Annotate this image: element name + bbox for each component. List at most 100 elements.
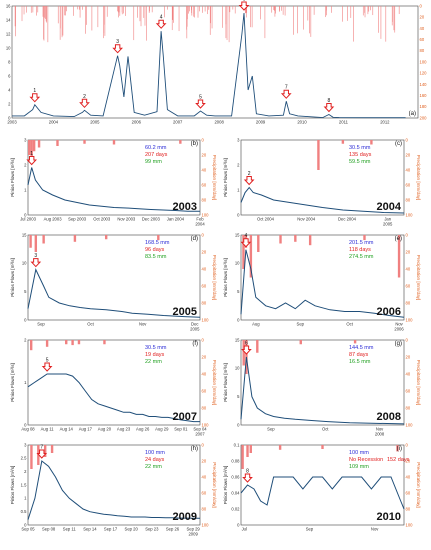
x-tick-label: Aug 2003 [44,217,63,222]
flow-series [27,460,200,520]
event-arrow [195,99,206,109]
precip-bar [342,6,343,22]
y-tick-label: 1 [24,380,27,385]
x-tick-label: Aug 20 [98,427,112,432]
event-label: 6 [245,341,248,347]
stat-precip: 59.5 mm [349,159,371,165]
y2-tick-label: 100 [202,317,210,322]
x-tick-label: Sep 23 [145,527,159,532]
y2-tick-label: 100 [202,522,210,527]
y2-tick-label: 60 [202,490,207,495]
precip-bar [36,6,37,16]
precip-bar [391,6,393,26]
precip-bar [204,6,206,12]
x-tick-label: Nov [376,427,384,432]
x-tick-label: 2007 [173,120,183,125]
y2-tick-label: 40 [202,266,207,271]
precip-bar [275,6,276,14]
stat-precip: 16.5 mm [349,359,371,365]
precip-bar [278,445,282,450]
event-arrow [242,473,253,483]
precip-bar [46,6,47,23]
precip-bar [25,6,27,13]
precip-bar [251,6,253,28]
y2-tick-label: 0 [406,337,409,342]
precip-bar [347,6,348,21]
y2-tick-label: 80 [202,405,207,410]
precip-bar [157,235,160,241]
precip-bar [34,235,38,252]
panel-frame [240,139,405,216]
x-tick-label: Sep 2003 [68,217,87,222]
event-label: 1 [33,88,36,94]
flow-series [240,356,405,425]
precip-bar [43,6,45,41]
precip-bar [385,6,387,42]
precip-bar [396,445,399,452]
precip-bar [178,6,180,32]
precip-bar [82,6,83,10]
precip-bar [249,235,253,278]
precip-bar [393,6,395,31]
y-tick-label: 15 [235,232,240,237]
y2-tick-label: 60 [406,490,411,495]
x-tick-label: Sep [267,427,275,432]
x-tick-label: Oct [322,427,329,432]
precip-bar [123,6,124,14]
year-label: 2003 [173,201,197,213]
y2-tick-label: 100 [406,212,414,217]
precip-bar [246,445,249,457]
precip-bar [118,6,119,18]
precip-bar [279,6,280,12]
precip-bar [32,6,34,13]
precip-bar [188,6,189,14]
precip-bar [45,6,47,22]
x-tick-year: 2006 [394,327,404,332]
precip-bar [210,6,211,24]
precip-bar [44,445,47,457]
y2-tick-label: 40 [420,26,425,31]
precip-bar [29,340,33,351]
precip-bar [341,140,345,144]
precip-bar [62,6,64,36]
x-tick-label: 2004 [49,120,59,125]
y2-axis-label: Precipitation [mm/day] [416,255,421,300]
y-tick-label: 0 [24,422,27,427]
stat-duration: 19 days [145,352,165,358]
precip-bar [297,6,298,34]
precip-bar [321,445,324,449]
event-label: 8 [246,469,249,475]
precip-bar [119,6,121,16]
y-tick-label: 2 [24,162,27,167]
stat-volume: 201.5 mm [349,240,374,246]
y-tick-label: 2 [24,337,27,342]
event-arrow [238,1,250,11]
panel-c: 0 1 2 3 0 20 40 60 80 100 Oct 2004 Nov 2004 Dec 2004… [223,137,421,226]
x-tick-year: 2008 [375,432,385,437]
precip-bar [103,6,105,34]
precip-bar [397,235,401,278]
stat-volume: 60.2 mm [145,145,167,151]
precip-bar [146,6,147,41]
precip-bar [45,340,49,347]
y2-tick-label: 100 [406,422,414,427]
y-tick-label: 3 [24,442,27,447]
precip-bar [225,6,227,25]
y2-tick-label: 100 [202,212,210,217]
event-label: 6 [243,0,246,3]
precip-bar [50,445,54,453]
event-label: 2 [83,94,86,100]
precip-bar [117,6,118,12]
precip-bar [172,6,174,20]
y-tick-label: 0 [24,212,27,217]
y2-tick-label: 40 [406,474,411,479]
y-axis-label: Pinios Flows [m³/s] [10,363,15,402]
panel-frame [240,339,405,426]
flow-series [240,476,405,510]
x-tick-year: 2007 [195,432,205,437]
x-tick-label: Sep 01 [174,427,188,432]
y2-tick-label: 80 [202,300,207,305]
y-tick-label: 1 [24,187,27,192]
stat-duration: 207 days [145,152,168,158]
